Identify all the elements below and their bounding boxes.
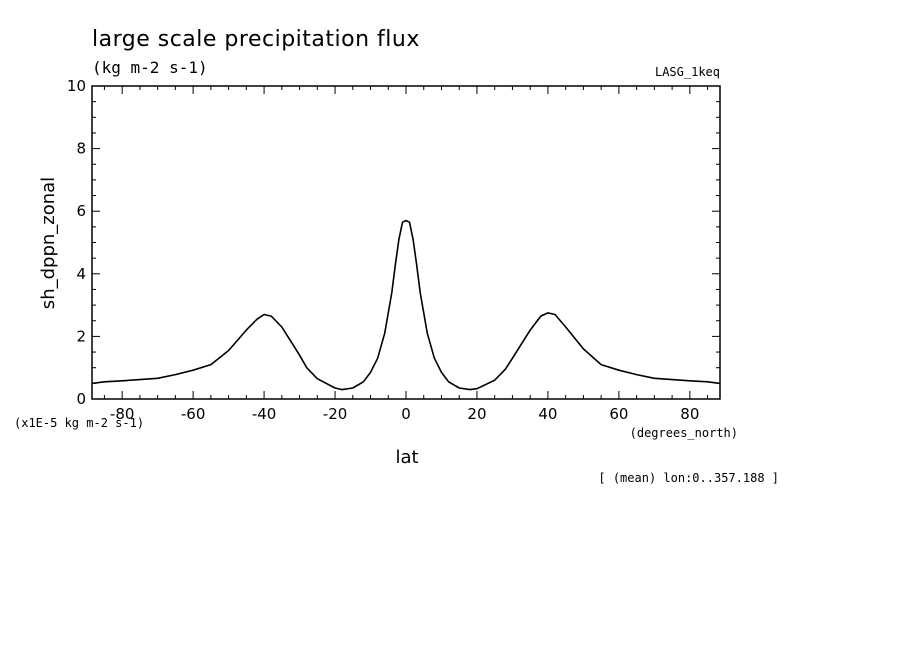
plot-frame — [91, 85, 721, 400]
y-tick-label: 2 — [76, 327, 86, 345]
dataset-label: LASG_1keq — [655, 65, 720, 79]
x-tick-label: -80 — [110, 405, 135, 423]
data-series — [91, 219, 721, 391]
y-tick-label: 4 — [76, 265, 86, 283]
x-tick-label: 80 — [680, 405, 699, 423]
y-scale-note: (x1E-5 kg m-2 s-1) — [14, 416, 144, 430]
series-line — [91, 219, 721, 391]
y-tick-label: 6 — [76, 202, 86, 220]
x-tick-label: 60 — [609, 405, 628, 423]
y-tick-label: 10 — [67, 77, 86, 95]
x-units-label: (degrees_north) — [630, 426, 738, 440]
x-tick-label: -20 — [323, 405, 348, 423]
x-tick-label: -40 — [252, 405, 277, 423]
chart-title: large scale precipitation flux — [92, 27, 420, 52]
y-axis-label: sh_dppn_zonal — [38, 177, 59, 309]
x-tick-label: 0 — [401, 405, 411, 423]
x-tick-label: 40 — [538, 405, 557, 423]
y-tick-label: 0 — [76, 390, 86, 408]
axis-ticks — [92, 85, 720, 400]
x-tick-label: 20 — [467, 405, 486, 423]
axis-tick-labels: -80 -60 -40 -20 0 20 40 60 80 0 2 4 6 8 10 — [67, 77, 699, 423]
x-tick-label: -60 — [181, 405, 206, 423]
footnote: [ (mean) lon:0..357.188 ] — [598, 471, 779, 485]
x-axis-label: lat — [395, 447, 418, 468]
chart-units: (kg m-2 s-1) — [92, 58, 208, 77]
y-tick-label: 8 — [76, 140, 86, 158]
